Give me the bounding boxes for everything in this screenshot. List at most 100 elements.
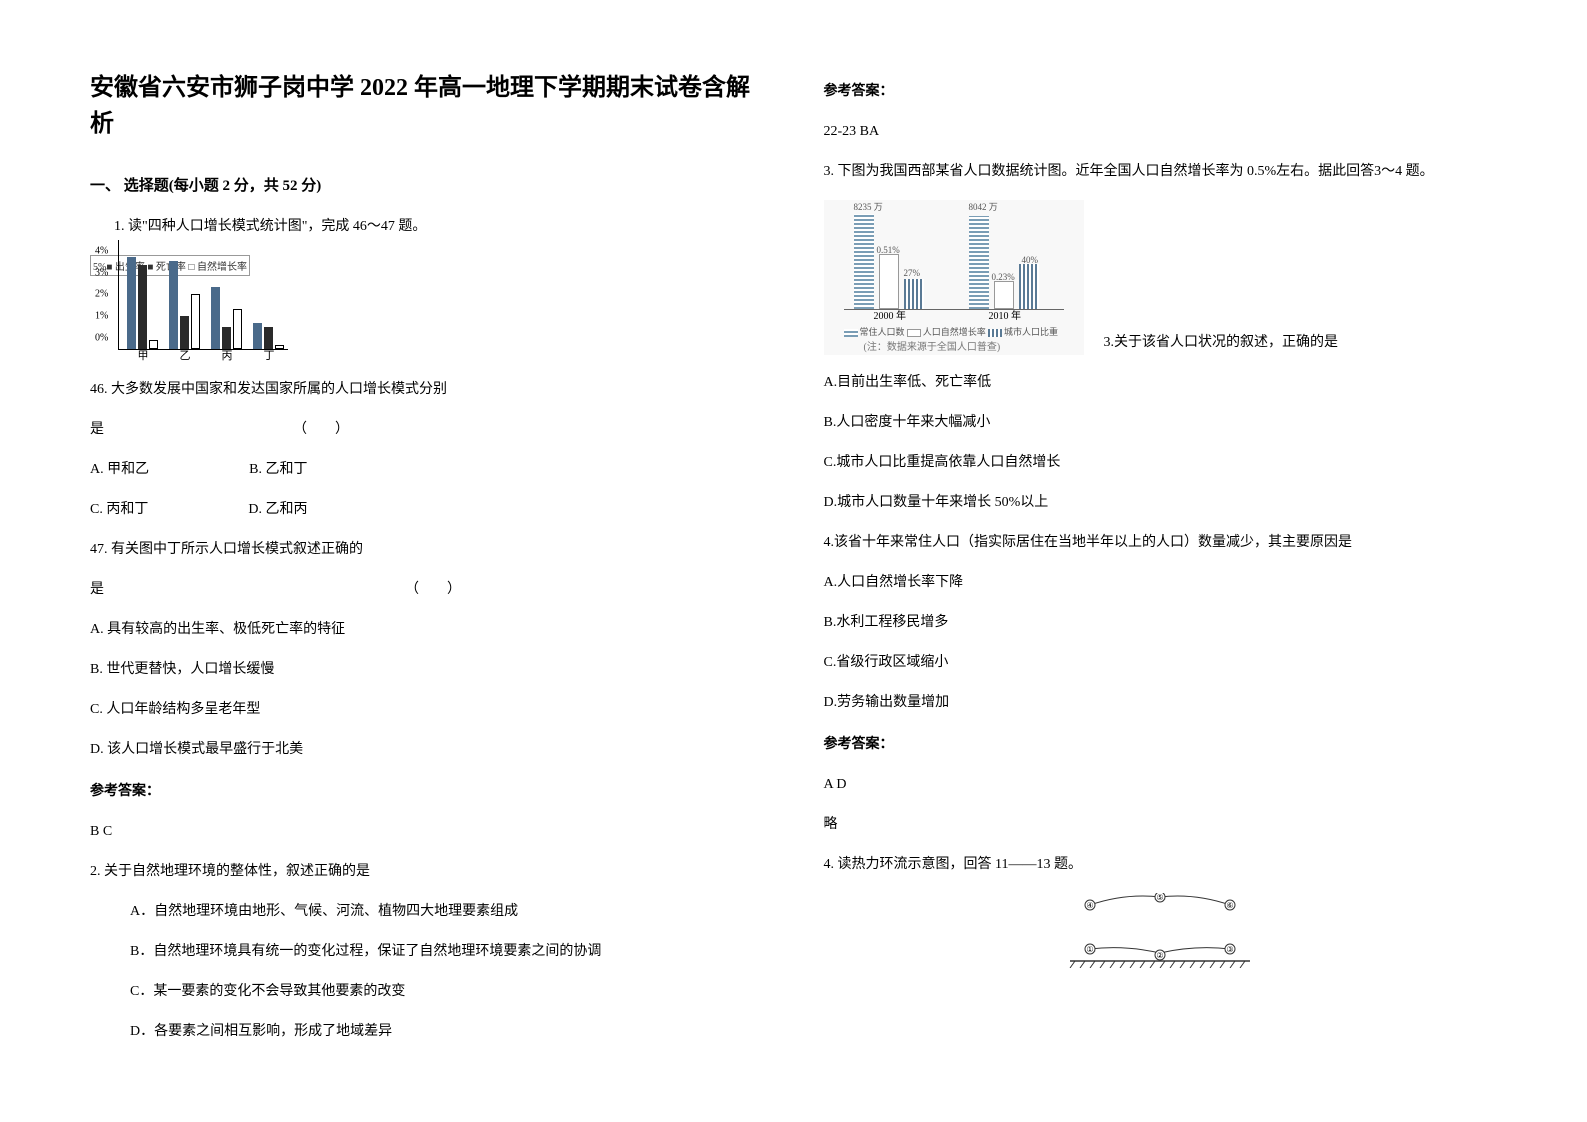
q47: 47. 有关图中丁所示人口增长模式叙述正确的 [90, 536, 764, 564]
bar-pop-2010 [969, 216, 989, 309]
bar-group [211, 287, 243, 349]
right-column: 参考答案： 22-23 BA 3. 下图为我国西部某省人口数据统计图。近年全国人… [824, 70, 1498, 1052]
legend-swatch [907, 329, 921, 337]
q2-opt-b: B．自然地理环境具有统一的变化过程，保证了自然地理环境要素之间的协调 [90, 938, 764, 966]
q47-opt-b: B. 世代更替快，人口增长缓慢 [90, 656, 764, 684]
ytick: 4% [95, 245, 108, 256]
bar-growth-2000 [879, 254, 899, 309]
xtick: 丁 [264, 347, 275, 363]
document-title: 安徽省六安市狮子岗中学 2022 年高一地理下学期期末试卷含解析 [90, 70, 764, 142]
bar-group [169, 261, 201, 349]
bar [275, 345, 284, 349]
thermal-circulation-diagram: ④ ⑤ ⑥ ① ② ③ [1060, 893, 1260, 968]
q47-opt-d: D. 该人口增长模式最早盛行于北美 [90, 736, 764, 764]
q46-tail: 是 （ ） [90, 416, 764, 444]
q2-text: 2. 关于自然地理环境的整体性，叙述正确的是 [90, 858, 764, 886]
q3-intro: 3. 下图为我国西部某省人口数据统计图。近年全国人口自然增长率为 0.5%左右。… [824, 158, 1498, 186]
legend-text: 人口自然增长率 [923, 327, 986, 337]
top-label: 8042 万 [969, 200, 998, 213]
bar [222, 327, 231, 349]
legend-swatch [988, 329, 1002, 337]
svg-text:⑥: ⑥ [1227, 901, 1234, 910]
bar [180, 316, 189, 349]
bar-urban-2000 [904, 279, 924, 309]
svg-text:③: ③ [1227, 945, 1234, 954]
svg-text:⑤: ⑤ [1157, 893, 1164, 902]
bar-group [127, 257, 159, 349]
bar-pop-2000 [854, 214, 874, 309]
answer-label: 参考答案： [824, 731, 1498, 759]
circulation-svg: ④ ⑤ ⑥ ① ② ③ [1060, 893, 1260, 968]
bar-group [253, 323, 285, 349]
q46-opt-b: B. 乙和丁 [249, 456, 307, 484]
q4-opt-d: D.劳务输出数量增加 [824, 689, 1498, 717]
province-population-chart: 8235 万 8042 万 0.51% 27% 0.23% 40% 2000 年… [824, 200, 1084, 355]
bar [149, 340, 158, 349]
top-label: 8235 万 [854, 200, 883, 213]
xtick: 乙 [180, 347, 191, 363]
q2-opt-c: C．某一要素的变化不会导致其他要素的改变 [90, 978, 764, 1006]
svg-text:②: ② [1157, 951, 1164, 960]
q3-opt-d: D.城市人口数量十年来增长 50%以上 [824, 489, 1498, 517]
legend-text: 常住人口数 [860, 327, 905, 337]
bar [233, 309, 242, 349]
q4-opt-b: B.水利工程移民增多 [824, 609, 1498, 637]
q46-opt-d: D. 乙和丙 [248, 496, 307, 524]
xtick: 丙 [222, 347, 233, 363]
bar [191, 294, 200, 349]
q46-opt-a: A. 甲和乙 [90, 456, 149, 484]
chart2-legend: 常住人口数 人口自然增长率 城市人口比重 [844, 325, 1059, 338]
svg-text:①: ① [1087, 945, 1094, 954]
xtick: 甲 [138, 347, 149, 363]
bar-urban-2010 [1019, 264, 1039, 309]
q2-opt-a: A．自然地理环境由地形、气候、河流、植物四大地理要素组成 [90, 898, 764, 926]
bar [211, 287, 220, 349]
q4-text: 4.该省十年来常住人口（指实际居住在当地半年以上的人口）数量减少，其主要原因是 [824, 529, 1498, 557]
left-column: 安徽省六安市狮子岗中学 2022 年高一地理下学期期末试卷含解析 一、 选择题(… [90, 70, 764, 1052]
q47-opt-a: A. 具有较高的出生率、极低死亡率的特征 [90, 616, 764, 644]
q47-opt-c: C. 人口年龄结构多呈老年型 [90, 696, 764, 724]
bar [127, 257, 136, 349]
q3-opt-b: B.人口密度十年来大幅减小 [824, 409, 1498, 437]
q3-answer: A D [824, 771, 1498, 799]
q3-opt-a: A.目前出生率低、死亡率低 [824, 369, 1498, 397]
ytick: 3% [95, 267, 108, 278]
q47-tail: 是 （ ） [90, 576, 764, 604]
q4-opt-c: C.省级行政区域缩小 [824, 649, 1498, 677]
q3-note: 略 [824, 811, 1498, 839]
bar [169, 261, 178, 349]
section-header: 一、 选择题(每小题 2 分，共 52 分) [90, 174, 764, 195]
svg-text:④: ④ [1087, 901, 1094, 910]
urban-label: 27% [904, 268, 921, 278]
ytick: 0% [95, 333, 108, 344]
q2-opt-d: D．各要素之间相互影响，形成了地域差异 [90, 1018, 764, 1046]
q3-opt-c: C.城市人口比重提高依靠人口自然增长 [824, 449, 1498, 477]
ytick: 1% [95, 311, 108, 322]
urban-label: 40% [1022, 255, 1039, 265]
q46-opt-c: C. 丙和丁 [90, 496, 148, 524]
q2-answer: 22-23 BA [824, 118, 1498, 146]
bar [253, 323, 262, 349]
q1-answer: B C [90, 818, 764, 846]
year-label: 2000 年 [874, 307, 907, 322]
bar [138, 265, 147, 349]
chart2-note: (注：数据来源于全国人口普查) [864, 338, 1001, 353]
chart2-bars: 8235 万 8042 万 0.51% 27% 0.23% 40% [844, 210, 1064, 310]
ytick: 2% [95, 289, 108, 300]
chart1-axes: 0% 1% 2% 3% 4% 甲 乙 [118, 240, 288, 350]
q3-text: 3.关于该省人口状况的叙述，正确的是 [1084, 329, 1498, 357]
q4-opt-a: A.人口自然增长率下降 [824, 569, 1498, 597]
growth-label: 0.23% [992, 272, 1015, 282]
year-label: 2010 年 [989, 307, 1022, 322]
population-growth-chart: 5%■ 出生率 ■ 死亡率 □ 自然增长率 0% 1% 2% 3% 4% 甲 乙 [90, 255, 290, 362]
legend-swatch [844, 329, 858, 337]
legend-text: 城市人口比重 [1004, 327, 1058, 337]
answer-label: 参考答案： [90, 778, 764, 806]
growth-label: 0.51% [877, 245, 900, 255]
q4-intro: 4. 读热力环流示意图，回答 11——13 题。 [824, 851, 1498, 879]
q46: 46. 大多数发展中国家和发达国家所属的人口增长模式分别 [90, 376, 764, 404]
bar-growth-2010 [994, 281, 1014, 309]
bar [264, 327, 273, 349]
answer-label: 参考答案： [824, 78, 1498, 106]
q1-intro: 1. 读"四种人口增长模式统计图"，完成 46～47 题。 [90, 213, 764, 241]
